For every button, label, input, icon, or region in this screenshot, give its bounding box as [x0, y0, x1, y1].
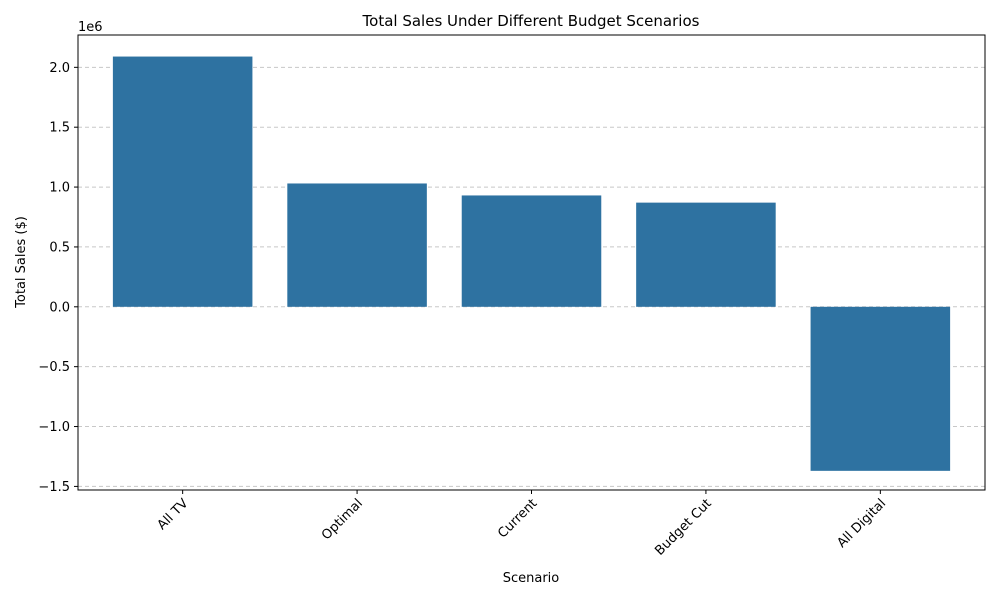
y-tick-label: −1.5 [38, 480, 70, 495]
y-offset-label: 1e6 [78, 20, 103, 35]
y-tick-label: −1.0 [38, 420, 70, 435]
y-tick-label: 1.5 [49, 121, 70, 136]
y-tick-label: −0.5 [38, 360, 70, 375]
bar-current [461, 195, 602, 307]
x-tick-label: Optimal [319, 496, 366, 543]
y-axis-ticks: −1.5 −1.0 −0.5 0.0 0.5 1.0 1.5 2.0 [38, 61, 78, 495]
y-tick-label: 1.0 [49, 181, 70, 196]
y-tick-label: 0.0 [49, 300, 70, 315]
x-axis-label: Scenario [503, 571, 560, 586]
x-tick-label: All TV [155, 496, 192, 533]
x-tick-label: All Digital [834, 496, 889, 551]
x-axis-ticks: All TV Optimal Current Budget Cut All Digita… [155, 490, 889, 559]
bar-all-digital [810, 306, 951, 471]
bars [112, 56, 951, 471]
bar-all-tv [112, 56, 253, 307]
bar-optimal [287, 183, 427, 307]
chart-title: Total Sales Under Different Budget Scena… [362, 12, 700, 30]
x-tick-label: Budget Cut [652, 496, 714, 558]
x-tick-label: Current [495, 496, 540, 541]
bar-budget-cut [636, 202, 776, 307]
y-axis-label: Total Sales ($) [14, 216, 29, 309]
y-tick-label: 0.5 [49, 240, 70, 255]
y-tick-label: 2.0 [49, 61, 70, 76]
